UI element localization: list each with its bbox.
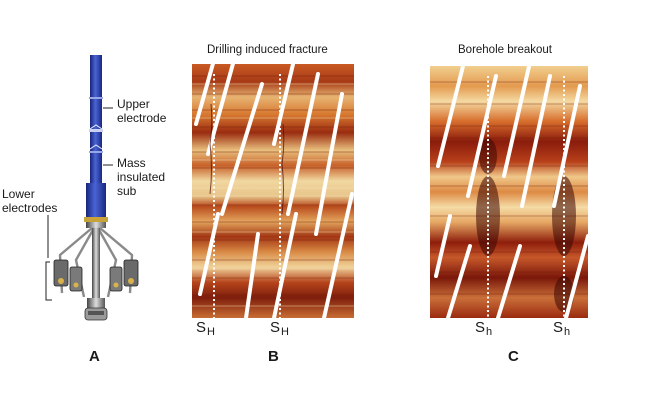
upper-electrode-label: Upper electrode (117, 97, 167, 125)
panel-b-stress-label-1: SH (196, 319, 215, 338)
panel-c-letter: C (508, 348, 519, 365)
panel-c-stress-label-2: Sh (553, 319, 571, 338)
breakout-image-log (430, 66, 588, 318)
mass-insulated-sub-label: Mass insulated sub (117, 156, 166, 198)
panel-b-title: Drilling induced fracture (207, 44, 328, 56)
panel-b-stress-label-2: SH (270, 319, 289, 338)
panel-c-title: Borehole breakout (458, 44, 552, 56)
logging-tool-illustration (53, 55, 139, 321)
panel-b-letter: B (268, 348, 279, 365)
panel-c-stress-label-1: Sh (475, 319, 493, 338)
panel-a-letter: A (89, 348, 100, 365)
fracture-image-log (192, 64, 354, 318)
label-leader-lines (45, 107, 113, 301)
lower-electrodes-label: Lower electrodes (2, 187, 58, 215)
